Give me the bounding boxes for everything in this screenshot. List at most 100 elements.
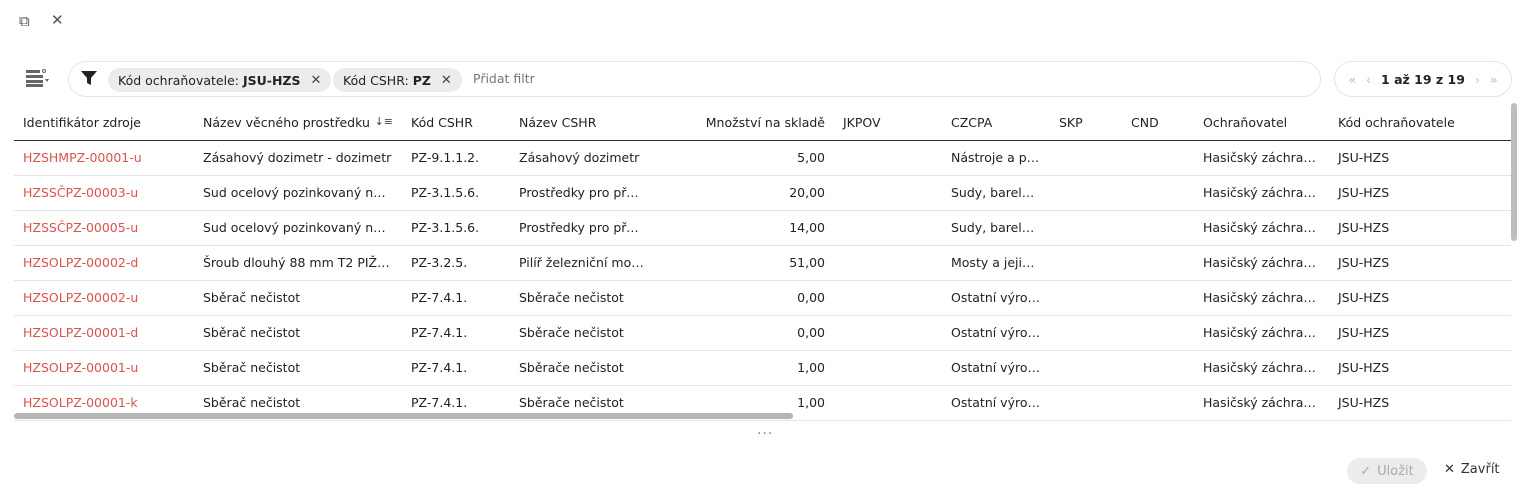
table-cell: Sud ocelový pozinkovaný na vodu bbox=[194, 175, 402, 211]
horizontal-scrollbar[interactable] bbox=[14, 413, 793, 419]
table-cell: Hasičský záchranný sbor bbox=[1194, 140, 1329, 176]
table-cell bbox=[1050, 280, 1122, 316]
table-row[interactable]: HZSOLPZ-00001-u Sběrač nečistot PZ-7.4.1. S… bbox=[14, 350, 1511, 386]
table-cell: Zásahový dozimetr - dozimetr bbox=[194, 140, 402, 176]
table-cell: 51,00 bbox=[654, 245, 834, 281]
column-header[interactable]: JKPOV bbox=[834, 105, 942, 141]
table-cell: JSU-HZS bbox=[1329, 175, 1511, 211]
column-header[interactable]: Identifikátor zdroje bbox=[14, 105, 194, 141]
column-header-label: Kód ochraňovatele bbox=[1338, 114, 1455, 130]
vertical-scrollbar[interactable] bbox=[1511, 103, 1517, 241]
table-cell: JSU-HZS bbox=[1329, 280, 1511, 316]
column-header-label: JKPOV bbox=[843, 114, 881, 130]
table-cell bbox=[1050, 385, 1122, 421]
table-row[interactable]: HZSOLPZ-00002-d Šroub dlouhý 88 mm T2 PIŽ… bbox=[14, 245, 1511, 281]
table-cell: Pilíř železniční mostní bbox=[510, 245, 654, 281]
column-header[interactable]: CND bbox=[1122, 105, 1194, 141]
sort-icon[interactable]: ↓≡ bbox=[374, 114, 393, 128]
close-icon[interactable]: ✕ bbox=[51, 11, 64, 29]
column-header[interactable]: CZCPA bbox=[942, 105, 1050, 141]
resource-id-link[interactable]: HZSHMPZ-00001-u bbox=[14, 140, 194, 176]
column-header[interactable]: Název CSHR bbox=[510, 105, 654, 141]
table-cell: Sběrač nečistot bbox=[194, 350, 402, 386]
table-cell: 0,00 bbox=[654, 280, 834, 316]
prev-page-icon[interactable]: ‹ bbox=[1366, 71, 1372, 87]
table-cell bbox=[1050, 175, 1122, 211]
filter-bar: Kód ochraňovatele: JSU-HZS ✕ Kód CSHR: PZ… bbox=[68, 61, 1321, 97]
table-cell: Sud ocelový pozinkovaný na vodu bbox=[194, 210, 402, 246]
resource-id-link[interactable]: HZSOLPZ-00002-d bbox=[14, 245, 194, 281]
table-cell: 5,00 bbox=[654, 140, 834, 176]
table-cell bbox=[834, 210, 942, 246]
table-row[interactable]: HZSSČPZ-00003-u Sud ocelový pozinkovaný n… bbox=[14, 175, 1511, 211]
filter-chip-cshr[interactable]: Kód CSHR: PZ ✕ bbox=[333, 68, 462, 92]
table-cell: 0,00 bbox=[654, 315, 834, 351]
table-cell bbox=[1122, 175, 1194, 211]
column-header[interactable]: Kód ochraňovatele bbox=[1329, 105, 1511, 141]
column-header[interactable]: Množství na skladě bbox=[654, 105, 834, 141]
close-icon: ✕ bbox=[1444, 462, 1455, 477]
table-cell: JSU-HZS bbox=[1329, 245, 1511, 281]
column-header[interactable]: Ochraňovatel bbox=[1194, 105, 1329, 141]
save-button[interactable]: ✓ Uložit bbox=[1347, 458, 1427, 484]
table-cell bbox=[1050, 210, 1122, 246]
table-cell bbox=[1050, 245, 1122, 281]
table-cell bbox=[834, 175, 942, 211]
table-cell bbox=[1122, 315, 1194, 351]
first-page-icon[interactable]: « bbox=[1348, 71, 1357, 87]
resource-id-link[interactable]: HZSOLPZ-00002-u bbox=[14, 280, 194, 316]
close-button[interactable]: ✕ Zavřít bbox=[1444, 462, 1500, 477]
pagination: « ‹ 1 až 19 z 19 › » bbox=[1334, 61, 1512, 97]
table-row[interactable]: HZSHMPZ-00001-u Zásahový dozimetr - dozim… bbox=[14, 140, 1511, 176]
table-cell: Ostatní výrobky bbox=[942, 280, 1050, 316]
column-chooser-icon[interactable] bbox=[26, 68, 50, 91]
resource-id-link[interactable]: HZSOLPZ-00001-u bbox=[14, 350, 194, 386]
table-row[interactable]: HZSSČPZ-00005-u Sud ocelový pozinkovaný n… bbox=[14, 210, 1511, 246]
table-cell bbox=[834, 280, 942, 316]
table-cell: Zásahový dozimetr bbox=[510, 140, 654, 176]
column-header-label: Kód CSHR bbox=[411, 114, 473, 130]
table-cell bbox=[1122, 245, 1194, 281]
table-cell: Hasičský záchranný sbor bbox=[1194, 315, 1329, 351]
table-cell: Sběrač nečistot bbox=[194, 280, 402, 316]
resource-id-link[interactable]: HZSOLPZ-00001-d bbox=[14, 315, 194, 351]
table-cell: PZ-9.1.1.2. bbox=[402, 140, 510, 176]
remove-filter-icon[interactable]: ✕ bbox=[310, 72, 322, 88]
table-cell bbox=[834, 140, 942, 176]
column-header-label: Název věcného prostředku bbox=[203, 114, 370, 130]
table-cell: Hasičský záchranný sbor bbox=[1194, 350, 1329, 386]
table-cell: PZ-7.4.1. bbox=[402, 315, 510, 351]
table-cell bbox=[1122, 385, 1194, 421]
table-cell: Nástroje a přístroje bbox=[942, 140, 1050, 176]
table-cell: 20,00 bbox=[654, 175, 834, 211]
data-table: Identifikátor zdroje Název věcného prostř… bbox=[14, 105, 1511, 421]
column-header-label: CZCPA bbox=[951, 114, 993, 130]
table-cell: JSU-HZS bbox=[1329, 315, 1511, 351]
table-row[interactable]: HZSOLPZ-00002-u Sběrač nečistot PZ-7.4.1. S… bbox=[14, 280, 1511, 316]
table-row[interactable]: HZSOLPZ-00001-d Sběrač nečistot PZ-7.4.1. S… bbox=[14, 315, 1511, 351]
table-cell: JSU-HZS bbox=[1329, 140, 1511, 176]
resource-id-link[interactable]: HZSSČPZ-00005-u bbox=[14, 210, 194, 246]
table-cell: Prostředky pro přepravu bbox=[510, 210, 654, 246]
expand-icon[interactable]: ⧉ bbox=[19, 12, 30, 30]
remove-filter-icon[interactable]: ✕ bbox=[440, 72, 452, 88]
table-cell: JSU-HZS bbox=[1329, 385, 1511, 421]
next-page-icon[interactable]: › bbox=[1474, 71, 1480, 87]
column-header[interactable]: Název věcného prostředku ↓≡ bbox=[194, 105, 402, 141]
add-filter-input[interactable] bbox=[473, 71, 773, 86]
resize-handle[interactable]: ··· bbox=[757, 426, 774, 442]
table-cell bbox=[1122, 210, 1194, 246]
table-cell: Sudy, barely, kanystry bbox=[942, 175, 1050, 211]
column-header[interactable]: Kód CSHR bbox=[402, 105, 510, 141]
last-page-icon[interactable]: » bbox=[1489, 71, 1498, 87]
table-cell: PZ-7.4.1. bbox=[402, 350, 510, 386]
column-header[interactable]: SKP bbox=[1050, 105, 1122, 141]
table-cell: Hasičský záchranný sbor bbox=[1194, 280, 1329, 316]
filter-chip-ochranovatel[interactable]: Kód ochraňovatele: JSU-HZS ✕ bbox=[108, 68, 332, 92]
table-cell: JSU-HZS bbox=[1329, 350, 1511, 386]
column-header-label: Název CSHR bbox=[519, 114, 597, 130]
table-cell: Sběrače nečistot bbox=[510, 315, 654, 351]
resource-id-link[interactable]: HZSSČPZ-00003-u bbox=[14, 175, 194, 211]
filter-icon bbox=[81, 70, 97, 89]
table-cell: 14,00 bbox=[654, 210, 834, 246]
